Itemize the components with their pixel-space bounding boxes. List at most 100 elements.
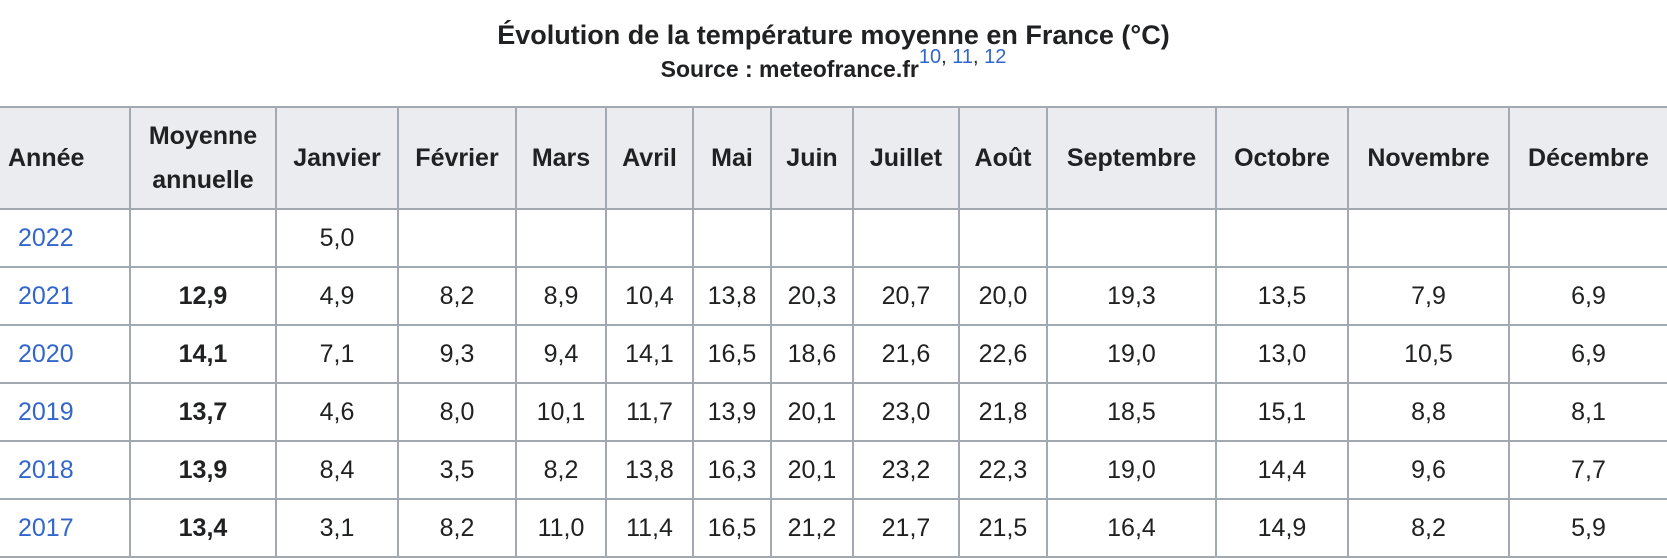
year-link[interactable]: 2017 <box>0 498 131 558</box>
monthly-value-cell: 8,0 <box>397 382 517 442</box>
reference-link-11[interactable]: 11 <box>952 46 973 68</box>
annual-average-cell: 14,1 <box>129 324 277 384</box>
monthly-value-cell <box>397 208 517 268</box>
header-juillet[interactable]: Juillet <box>852 106 960 210</box>
annual-average-cell: 13,9 <box>129 440 277 500</box>
monthly-value-cell: 21,6 <box>852 324 960 384</box>
monthly-value-cell: 14,9 <box>1215 498 1349 558</box>
monthly-value-cell: 6,9 <box>1508 324 1667 384</box>
monthly-value-cell: 8,1 <box>1508 382 1667 442</box>
header-aout[interactable]: Août <box>958 106 1048 210</box>
header-row: Année Moyenne annuelle Janvier Février M… <box>0 106 1667 210</box>
monthly-value-cell: 10,4 <box>605 266 694 326</box>
monthly-value-cell: 3,5 <box>397 440 517 500</box>
reference-links: 10, 11, 12 <box>918 46 1007 68</box>
monthly-value-cell: 7,1 <box>275 324 399 384</box>
monthly-value-cell <box>1508 208 1667 268</box>
monthly-value-cell: 21,5 <box>958 498 1048 558</box>
monthly-value-cell <box>852 208 960 268</box>
year-link[interactable]: 2021 <box>0 266 131 326</box>
reference-link-12[interactable]: 12 <box>984 46 1007 68</box>
monthly-value-cell: 11,7 <box>605 382 694 442</box>
table-row: 2019 13,7 4,6 8,0 10,1 11,7 13,9 20,1 23,0 21,8 18… <box>0 382 1667 442</box>
year-link[interactable]: 2019 <box>0 382 131 442</box>
monthly-value-cell: 9,4 <box>515 324 607 384</box>
monthly-value-cell: 23,0 <box>852 382 960 442</box>
header-avril[interactable]: Avril <box>605 106 694 210</box>
year-link[interactable]: 2022 <box>0 208 131 268</box>
monthly-value-cell: 8,2 <box>397 266 517 326</box>
monthly-value-cell: 13,0 <box>1215 324 1349 384</box>
table-title: Évolution de la température moyenne en F… <box>497 20 1170 50</box>
header-decembre[interactable]: Décembre <box>1508 106 1667 210</box>
monthly-value-cell: 8,2 <box>1347 498 1510 558</box>
monthly-value-cell: 21,7 <box>852 498 960 558</box>
monthly-value-cell: 13,8 <box>605 440 694 500</box>
reference-link-10[interactable]: 10 <box>918 46 942 68</box>
table-row: 2018 13,9 8,4 3,5 8,2 13,8 16,3 20,1 23,2 22,3 19,… <box>0 440 1667 500</box>
monthly-value-cell: 8,2 <box>515 440 607 500</box>
monthly-value-cell: 19,3 <box>1046 266 1217 326</box>
monthly-value-cell: 11,0 <box>515 498 607 558</box>
monthly-value-cell: 16,4 <box>1046 498 1217 558</box>
monthly-value-cell: 8,9 <box>515 266 607 326</box>
table-source: Source : meteofrance.fr10, 11, 12 <box>0 47 1667 84</box>
monthly-value-cell: 16,5 <box>692 498 772 558</box>
header-octobre[interactable]: Octobre <box>1215 106 1349 210</box>
monthly-value-cell: 22,3 <box>958 440 1048 500</box>
annual-average-cell: 13,7 <box>129 382 277 442</box>
monthly-value-cell: 7,9 <box>1347 266 1510 326</box>
monthly-value-cell: 21,2 <box>770 498 854 558</box>
monthly-value-cell: 4,6 <box>275 382 399 442</box>
monthly-value-cell: 16,3 <box>692 440 772 500</box>
header-novembre[interactable]: Novembre <box>1347 106 1510 210</box>
monthly-value-cell: 23,2 <box>852 440 960 500</box>
table-body: 2022 5,0 2021 12,9 4,9 8,2 8,9 10,4 13,8 20,3 20,7… <box>0 208 1667 558</box>
monthly-value-cell: 21,8 <box>958 382 1048 442</box>
header-mars[interactable]: Mars <box>515 106 607 210</box>
header-juin[interactable]: Juin <box>770 106 854 210</box>
year-link[interactable]: 2018 <box>0 440 131 500</box>
monthly-value-cell: 6,9 <box>1508 266 1667 326</box>
header-annee[interactable]: Année <box>0 106 131 210</box>
monthly-value-cell: 15,1 <box>1215 382 1349 442</box>
monthly-value-cell: 18,5 <box>1046 382 1217 442</box>
monthly-value-cell <box>515 208 607 268</box>
monthly-value-cell <box>605 208 694 268</box>
monthly-value-cell: 10,5 <box>1347 324 1510 384</box>
monthly-value-cell <box>1215 208 1349 268</box>
monthly-value-cell: 19,0 <box>1046 440 1217 500</box>
year-link[interactable]: 2020 <box>0 324 131 384</box>
header-janvier[interactable]: Janvier <box>275 106 399 210</box>
monthly-value-cell: 14,1 <box>605 324 694 384</box>
monthly-value-cell: 20,0 <box>958 266 1048 326</box>
temperature-table: Année Moyenne annuelle Janvier Février M… <box>0 106 1667 558</box>
monthly-value-cell: 4,9 <box>275 266 399 326</box>
monthly-value-cell: 20,1 <box>770 440 854 500</box>
table-row: 2017 13,4 3,1 8,2 11,0 11,4 16,5 21,2 21,7 21,5 16… <box>0 498 1667 558</box>
monthly-value-cell: 9,6 <box>1347 440 1510 500</box>
table-row: 2021 12,9 4,9 8,2 8,9 10,4 13,8 20,3 20,7 20,0 19,… <box>0 266 1667 326</box>
table-caption: Évolution de la température moyenne en F… <box>0 0 1667 88</box>
header-moyenne-annuelle[interactable]: Moyenne annuelle <box>129 106 277 210</box>
monthly-value-cell <box>958 208 1048 268</box>
monthly-value-cell <box>692 208 772 268</box>
monthly-value-cell: 14,4 <box>1215 440 1349 500</box>
monthly-value-cell: 20,7 <box>852 266 960 326</box>
monthly-value-cell: 22,6 <box>958 324 1048 384</box>
monthly-value-cell: 11,4 <box>605 498 694 558</box>
monthly-value-cell <box>1347 208 1510 268</box>
monthly-value-cell: 5,0 <box>275 208 399 268</box>
header-septembre[interactable]: Septembre <box>1046 106 1217 210</box>
annual-average-cell: 13,4 <box>129 498 277 558</box>
monthly-value-cell <box>1046 208 1217 268</box>
table-row: 2022 5,0 <box>0 208 1667 268</box>
monthly-value-cell: 13,5 <box>1215 266 1349 326</box>
header-mai[interactable]: Mai <box>692 106 772 210</box>
monthly-value-cell: 9,3 <box>397 324 517 384</box>
monthly-value-cell: 13,9 <box>692 382 772 442</box>
monthly-value-cell: 7,7 <box>1508 440 1667 500</box>
monthly-value-cell: 20,1 <box>770 382 854 442</box>
monthly-value-cell: 8,2 <box>397 498 517 558</box>
header-fevrier[interactable]: Février <box>397 106 517 210</box>
